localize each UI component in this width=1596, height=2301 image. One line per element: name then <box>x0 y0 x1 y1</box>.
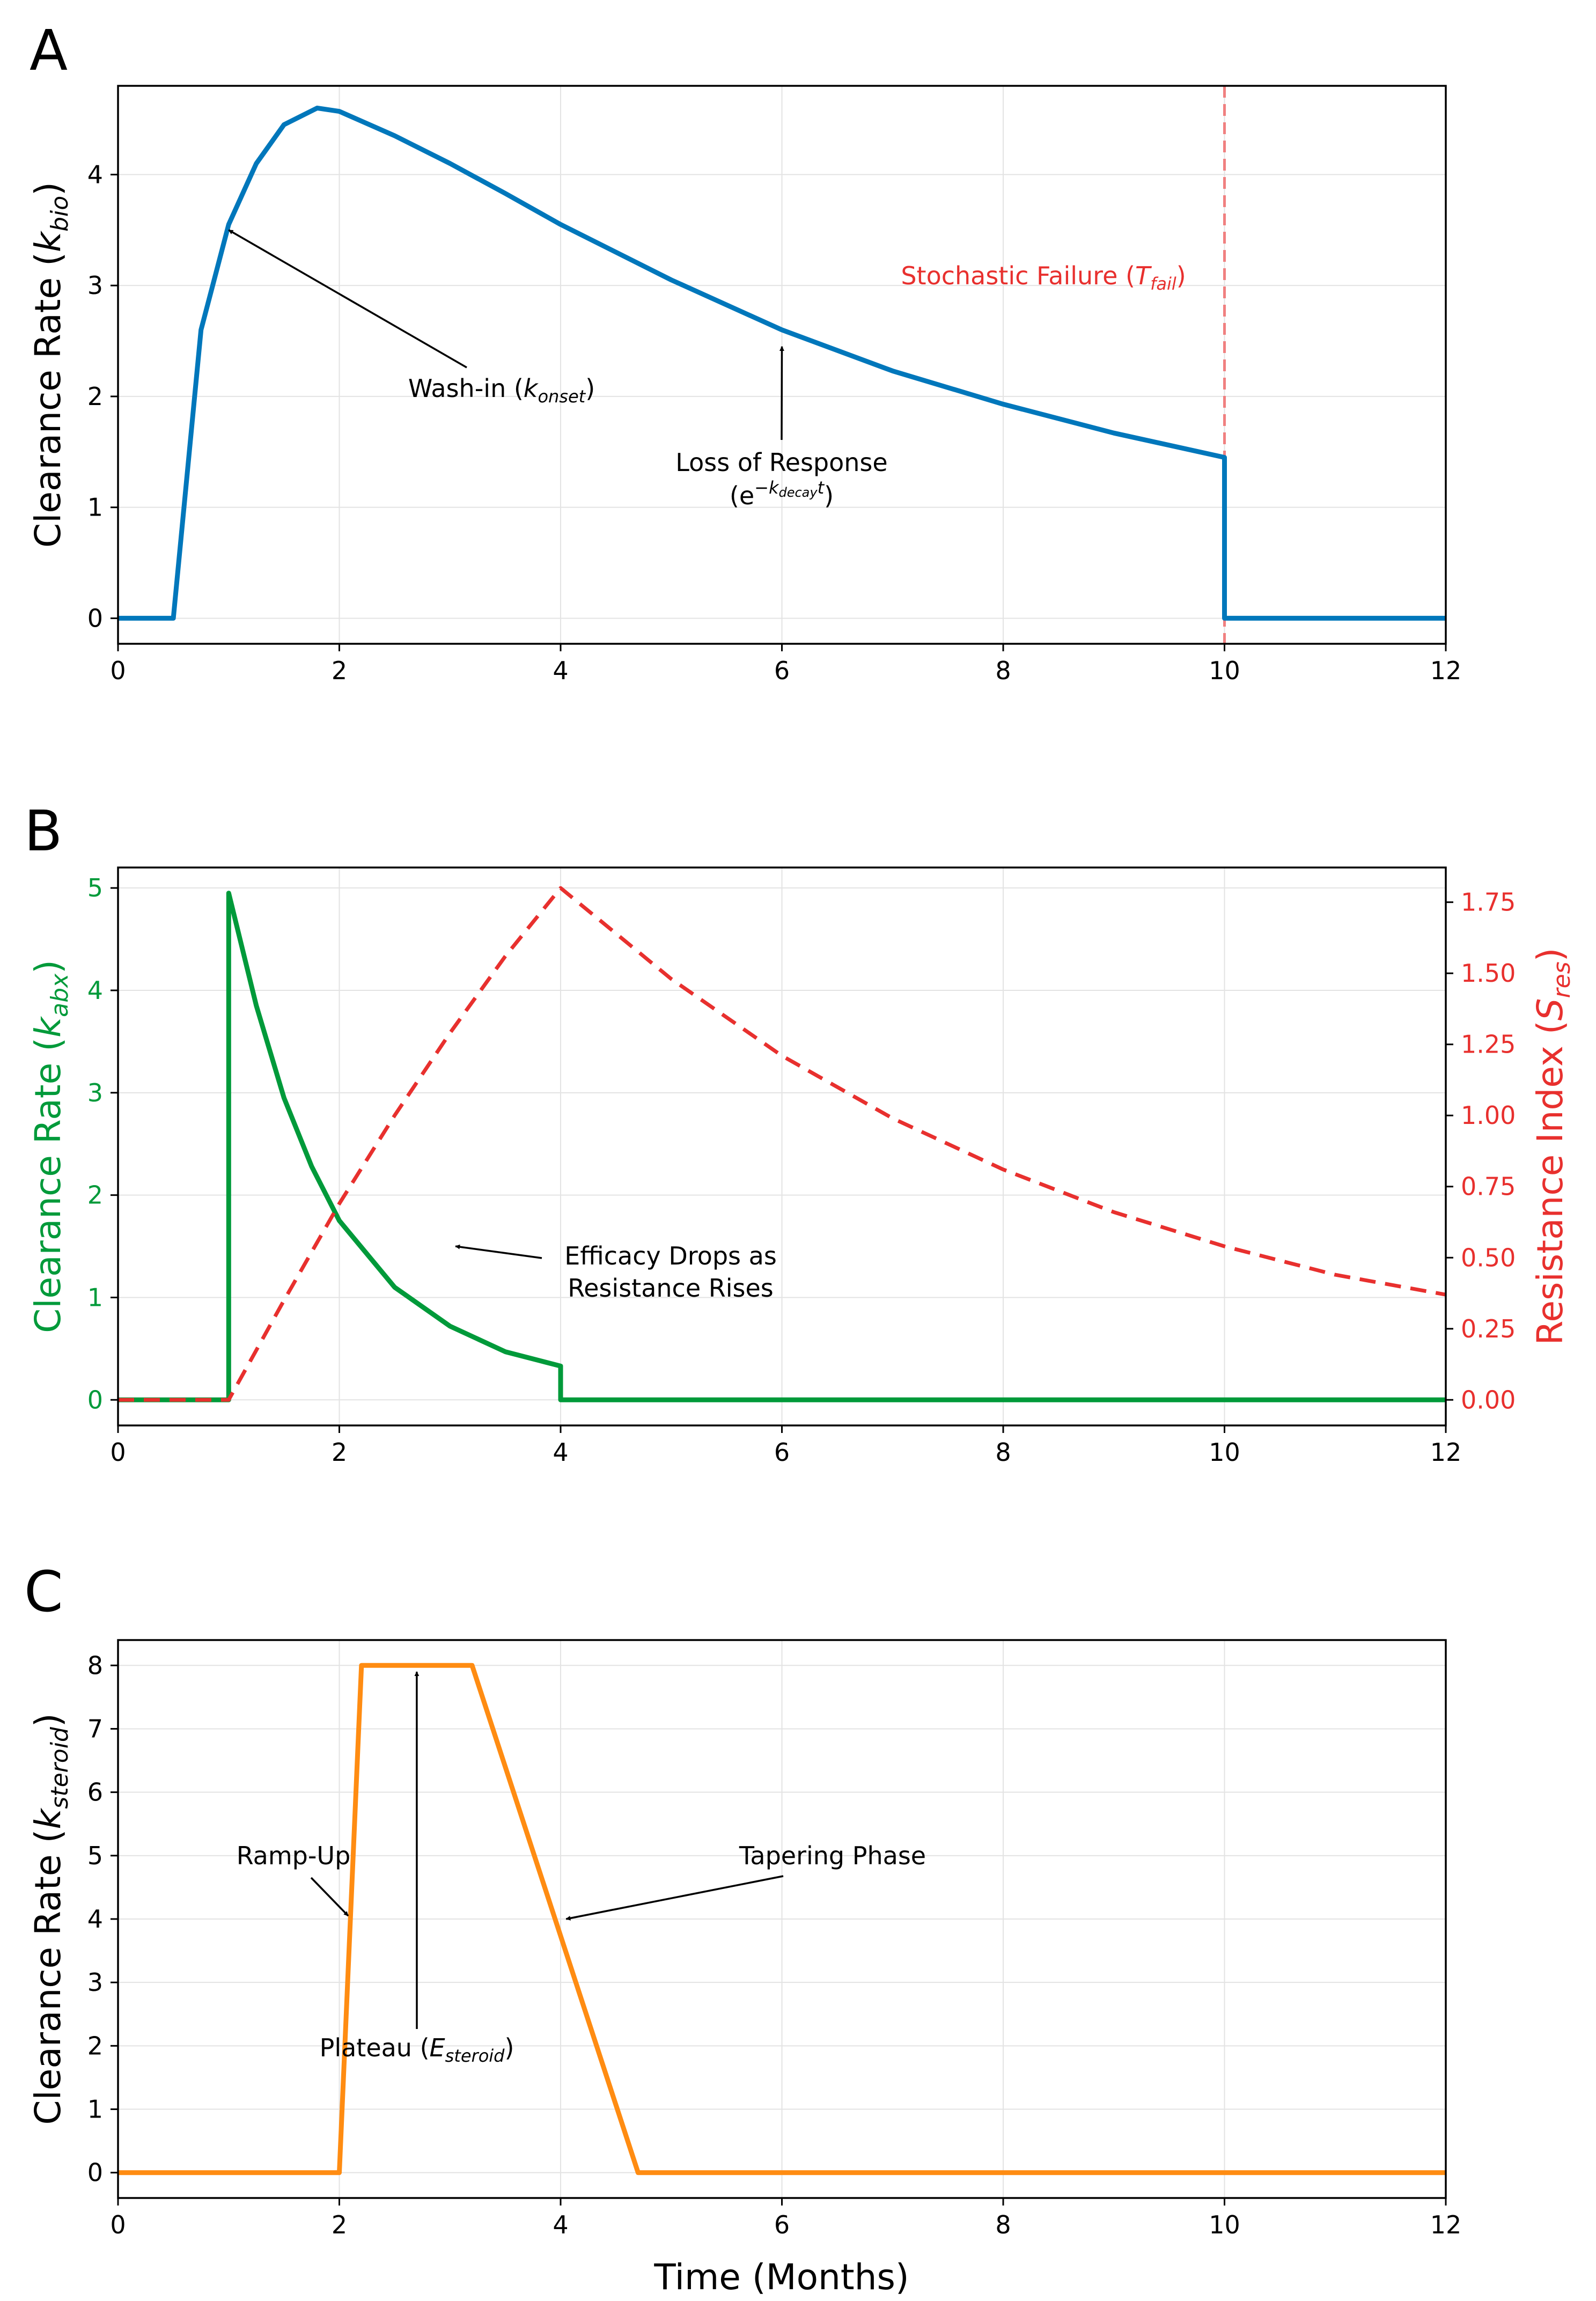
panel-c-x-tick-label: 10 <box>1209 2210 1240 2239</box>
panel-label-a: A <box>30 18 68 83</box>
panel-a-y-ticks: 0 1 2 3 4 <box>87 160 118 633</box>
panel-b-grid <box>117 868 1446 1425</box>
panel-b-y2-tick-label: 1.75 <box>1461 888 1516 917</box>
panel-c-y-tick-label: 8 <box>87 1651 103 1680</box>
panel-b-y2-tick-label: 1.50 <box>1461 959 1516 988</box>
panel-b-y-tick-label: 2 <box>87 1181 103 1210</box>
panel-b-annotation-arrow-0 <box>455 1244 542 1259</box>
panel-b-y-tick-label: 5 <box>87 873 103 902</box>
panel-c-annotation-arrow-0 <box>310 1877 349 1917</box>
panel-c-grid <box>117 1640 1446 2198</box>
panel-c-y-tick-label: 7 <box>87 1714 103 1743</box>
panel-b-annotation-line1: Efficacy Drops as <box>564 1241 777 1270</box>
panel-b-y-axis-title: Clearance Rate (kabx) <box>27 960 73 1333</box>
panel-b-y-ticks: 0 1 2 3 4 5 <box>87 873 118 1414</box>
panel-label-b: B <box>24 798 62 864</box>
panel-a-y-tick-label: 1 <box>87 493 103 522</box>
panel-b-x-tick-label: 0 <box>110 1438 126 1467</box>
panel-a-x-tick-label: 2 <box>332 656 347 685</box>
panel-a-arrows <box>228 229 784 440</box>
panel-b-series <box>118 886 1446 1402</box>
panel-b-y2-tick-label: 0.00 <box>1461 1385 1516 1414</box>
panel-c-x-tick-label: 12 <box>1430 2210 1462 2239</box>
panel-c-x-tick-label: 4 <box>553 2210 568 2239</box>
panel-b-y-tick-label: 3 <box>87 1078 103 1107</box>
panel-c-series <box>118 1663 1446 2175</box>
panel-c-annotation-ramp-up: Ramp-Up <box>237 1841 351 1870</box>
panel-c-x-tick-label: 8 <box>995 2210 1011 2239</box>
panel-c-x-tick-label: 2 <box>332 2210 347 2239</box>
panel-b-y-tick-label: 4 <box>87 976 103 1005</box>
panel-a-y-tick-label: 3 <box>87 271 103 300</box>
panel-a-y-axis-title: Clearance Rate (kbio) <box>27 182 73 548</box>
panel-a-annotation-loss-of-response: Loss of Response <box>675 448 887 477</box>
panel-c-y-tick-label: 6 <box>87 1778 103 1807</box>
panel-c-series-line-0 <box>118 1663 1446 2175</box>
panel-a-failure-label: Stochastic Failure (Tfail) <box>901 261 1186 294</box>
panel-c-x-tick-label: 0 <box>110 2210 126 2239</box>
panel-a-series-line-0 <box>118 105 1446 621</box>
panel-c-annotation-tapering: Tapering Phase <box>739 1841 926 1870</box>
panel-a-x-tick-label: 4 <box>553 656 568 685</box>
panel-a-x-tick-label: 0 <box>110 656 126 685</box>
panel-label-c: C <box>24 1559 63 1624</box>
panel-a-y-tick-label: 2 <box>87 382 103 411</box>
panel-c-y-ticks: 0 1 2 3 4 5 6 7 8 <box>87 1651 118 2187</box>
panel-b-y2-tick-label: 0.75 <box>1461 1172 1516 1201</box>
panel-c-y-tick-label: 4 <box>87 1905 103 1934</box>
panel-b-x-tick-label: 8 <box>995 1438 1011 1467</box>
panel-a-x-tick-label: 10 <box>1209 656 1240 685</box>
panel-b-y2-tick-label: 1.25 <box>1461 1030 1516 1059</box>
panel-b-y2-tick-label: 1.00 <box>1461 1101 1516 1130</box>
panel-c-arrows <box>310 1671 784 2030</box>
panel-a-x-tick-label: 8 <box>995 656 1011 685</box>
panel-c-x-axis-title: Time (Months) <box>653 2256 909 2298</box>
panel-b-y2-axis-title: Resistance Index (Sres) <box>1529 948 1576 1346</box>
panel-a-y-tick-label: 0 <box>87 604 103 633</box>
panel-a-x-tick-label: 12 <box>1430 656 1462 685</box>
panel-b-series-line-1 <box>118 886 1446 1402</box>
panel-a-series <box>118 86 1446 644</box>
panel-a-x-ticks: 0 2 4 6 8 10 12 <box>110 644 1461 685</box>
panel-b-x-ticks: 0 2 4 6 8 10 12 <box>110 1425 1461 1467</box>
panel-b-annotation-line2: Resistance Rises <box>568 1274 773 1303</box>
panel-a-y-tick-label: 4 <box>87 160 103 189</box>
panel-c-x-tick-label: 6 <box>774 2210 790 2239</box>
panel-c-y-tick-label: 3 <box>87 1968 103 1997</box>
panel-c-y-tick-label: 5 <box>87 1841 103 1870</box>
panel-b-x-tick-label: 4 <box>553 1438 568 1467</box>
panel-b-series-line-0 <box>118 891 1446 1402</box>
panel-c-y-tick-label: 0 <box>87 2158 103 2187</box>
panel-b-y-tick-label: 1 <box>87 1283 103 1312</box>
panel-a-annotation-arrow-0 <box>228 229 467 369</box>
panel-b-y2-ticks: 0.00 0.25 0.50 0.75 1.00 1.25 1.50 1.75 <box>1446 888 1516 1414</box>
panel-b-x-tick-label: 2 <box>332 1438 347 1467</box>
panel-c-y-tick-label: 1 <box>87 2095 103 2124</box>
panel-c-annotation-plateau: Plateau (Esteroid) <box>320 2033 514 2066</box>
panel-b-y-tick-label: 0 <box>87 1385 103 1414</box>
panel-c-y-axis-title: Clearance Rate (ksteroid) <box>27 1713 73 2124</box>
panel-a-annotation-wash-in: Wash-in (konset) <box>408 374 595 407</box>
panel-b-x-tick-label: 6 <box>774 1438 790 1467</box>
panel-b-x-tick-label: 12 <box>1430 1438 1462 1467</box>
panel-b-x-tick-label: 10 <box>1209 1438 1240 1467</box>
panel-c-y-tick-label: 2 <box>87 2031 103 2060</box>
panel-b-arrows <box>455 1244 542 1259</box>
panel-c-annotation-arrow-2 <box>565 1875 784 1921</box>
panel-a-annotation-loss-formula: (e−kdecayt) <box>730 477 834 510</box>
panel-a-x-tick-label: 6 <box>774 656 790 685</box>
panel-b-y2-tick-label: 0.25 <box>1461 1314 1516 1343</box>
panel-c-x-ticks: 0 2 4 6 8 10 12 <box>110 2198 1461 2239</box>
panel-b-y2-tick-label: 0.50 <box>1461 1243 1516 1272</box>
